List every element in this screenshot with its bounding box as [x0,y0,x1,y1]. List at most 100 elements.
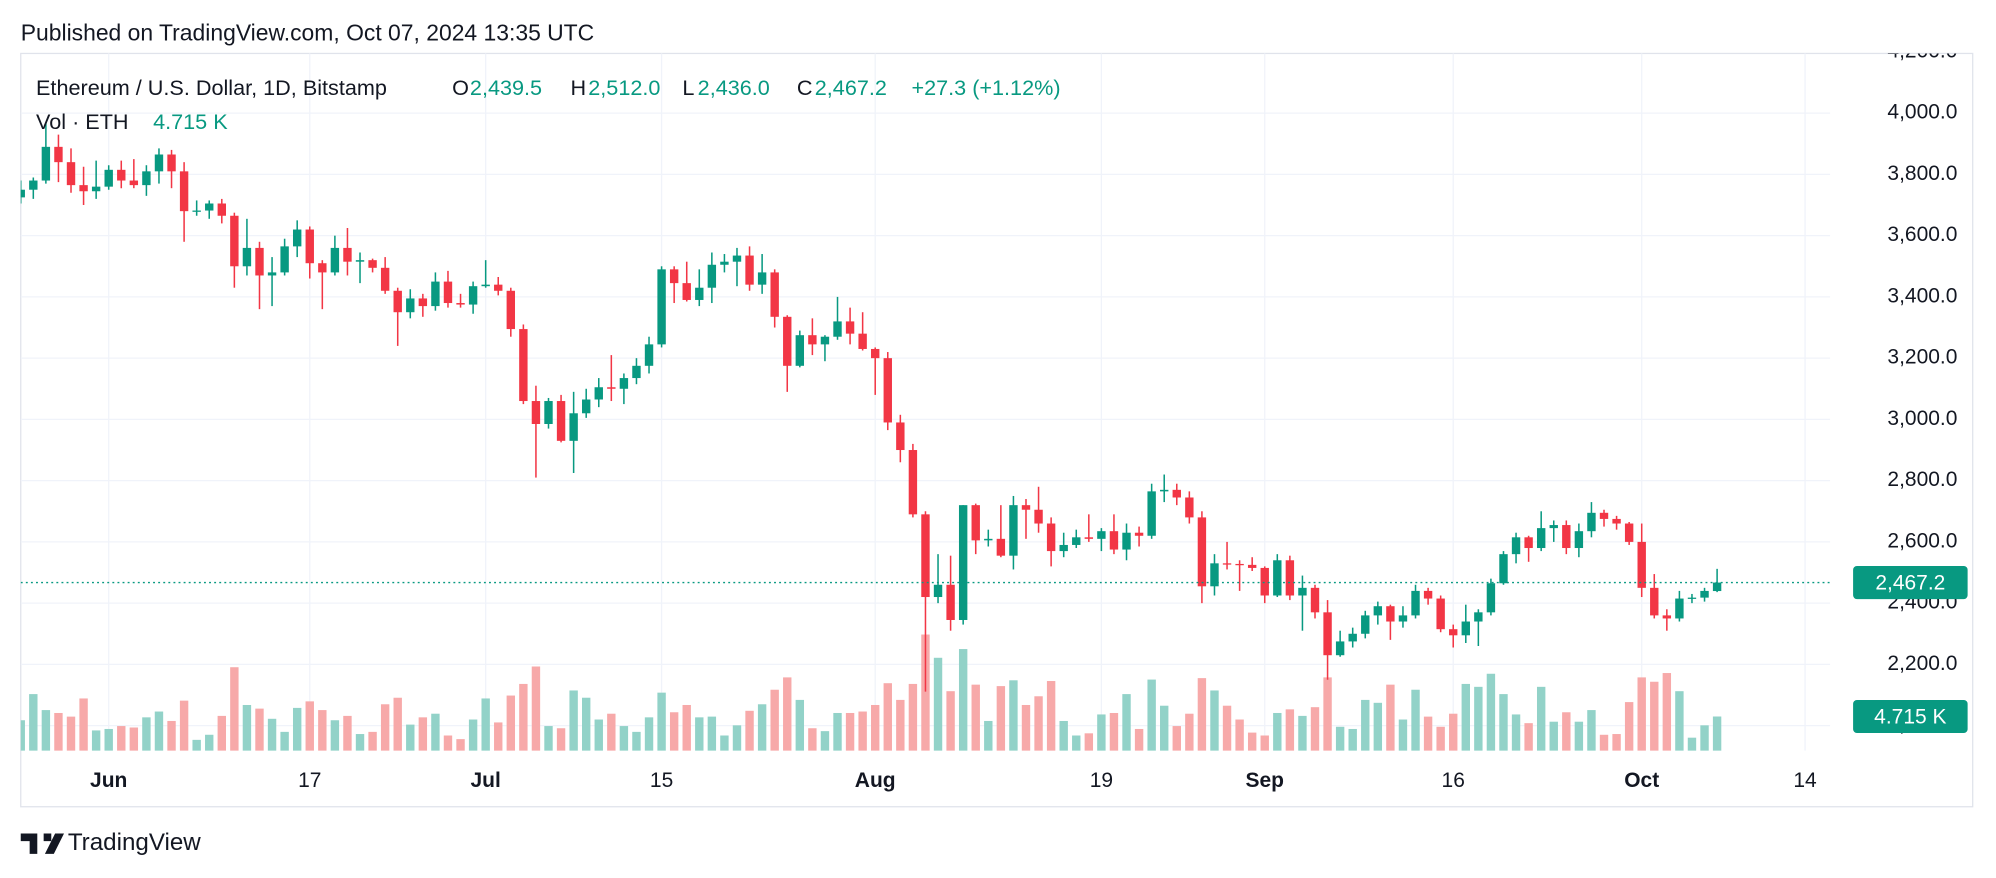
candle-body [192,210,201,212]
volume-bar [443,735,453,751]
volume-bar [720,735,729,751]
volume-bar [1059,720,1068,751]
volume-bar [607,713,616,751]
candle-body [619,378,629,389]
candle-body [958,505,968,620]
volume-value: 4.715 K [153,109,228,134]
volume-bar [1562,712,1571,751]
candle-body [1637,541,1646,588]
candle-body [1197,517,1207,587]
volume-bar [519,683,528,751]
candle-body [494,284,503,291]
candle-body [581,399,591,414]
candle-body [795,335,805,366]
volume-bar [418,717,428,751]
candle-body [820,336,830,345]
candle-body [79,185,88,192]
candle-body [1700,590,1709,598]
candle-body [1285,560,1295,596]
candle-body [41,146,51,181]
volume-bar [946,691,955,751]
candle-body [833,321,842,337]
candle-body [380,267,390,291]
volume-bar [1536,686,1546,751]
volume-bar [1097,714,1106,751]
brand: TradingView [20,829,201,856]
candle-body [330,247,340,273]
candle-body [871,348,880,359]
volume-bar [1160,705,1169,751]
volume-bar [833,712,842,751]
volume-bar [1222,705,1232,751]
candle-body [456,303,465,305]
l-key: L [682,75,694,100]
volume-bar [393,697,402,751]
volume-bar [845,712,855,751]
volume-bar [556,728,566,751]
candle-body [1160,489,1169,492]
volume-bar [1072,735,1081,751]
last-price-label: 2,467.2 [1875,571,1945,594]
candle-body [1021,505,1031,510]
candle-body [1009,505,1018,556]
volume-bar [619,726,629,751]
y-tick-label: 2,200.0 [1887,652,1957,675]
candle-body [1172,489,1181,498]
x-tick-label: 19 [1090,769,1113,792]
volume-bar [481,698,490,751]
volume-bar [1310,707,1320,751]
x-tick-label: Jun [90,769,127,792]
candle-body [1436,598,1445,630]
candle-body [1499,554,1508,584]
candle-body [544,401,553,424]
volume-bar [1662,673,1672,751]
candle-body [1386,606,1395,622]
candle-body [1662,615,1672,619]
volume-bar [29,694,38,751]
volume-bar [1474,686,1483,751]
volume-bar [1147,679,1156,751]
y-tick-label: 3,600.0 [1887,223,1957,246]
y-tick-label: 2,800.0 [1887,468,1957,491]
volume-bar [1172,726,1181,751]
volume-bar [20,720,25,751]
candle-body [1059,544,1068,552]
volume-bar [1461,683,1470,751]
volume-bar [494,722,503,751]
candle-body [695,287,704,300]
volume-bar [1021,704,1031,751]
volume-bar [129,727,139,751]
candle-body [154,154,164,172]
candle-body [569,413,578,441]
brand-name: TradingView [68,829,201,856]
candle-body [66,162,76,186]
candle-body [1599,512,1609,519]
volume-bar [1599,734,1609,751]
candle-body [984,538,993,541]
volume-bar [205,734,214,751]
candle-body [946,584,955,620]
volume-bar [757,704,767,751]
candle-body [1511,537,1521,555]
volume-bar [406,724,415,751]
last-volume-box [1853,699,1968,734]
volume-bar [1637,677,1646,751]
candle-body [318,263,327,273]
candle-body [971,505,980,541]
volume-title: Vol · ETH [36,109,129,134]
volume-bar [192,739,201,751]
volume-bar [858,711,867,751]
candle-body [267,272,277,276]
candle-body [1109,531,1119,550]
candle-body [1298,587,1307,596]
candle-body [1411,590,1420,616]
candle-body [443,281,453,304]
volume-bar [958,649,968,751]
candle-body [556,401,566,441]
x-tick-label: Jul [471,769,501,792]
candle-body [783,316,792,366]
candle-body [1486,583,1496,613]
price-axis: 2,000.02,200.02,400.02,600.02,800.03,000… [1887,53,1957,736]
candle-body [669,269,679,284]
candle-body [1650,587,1659,616]
